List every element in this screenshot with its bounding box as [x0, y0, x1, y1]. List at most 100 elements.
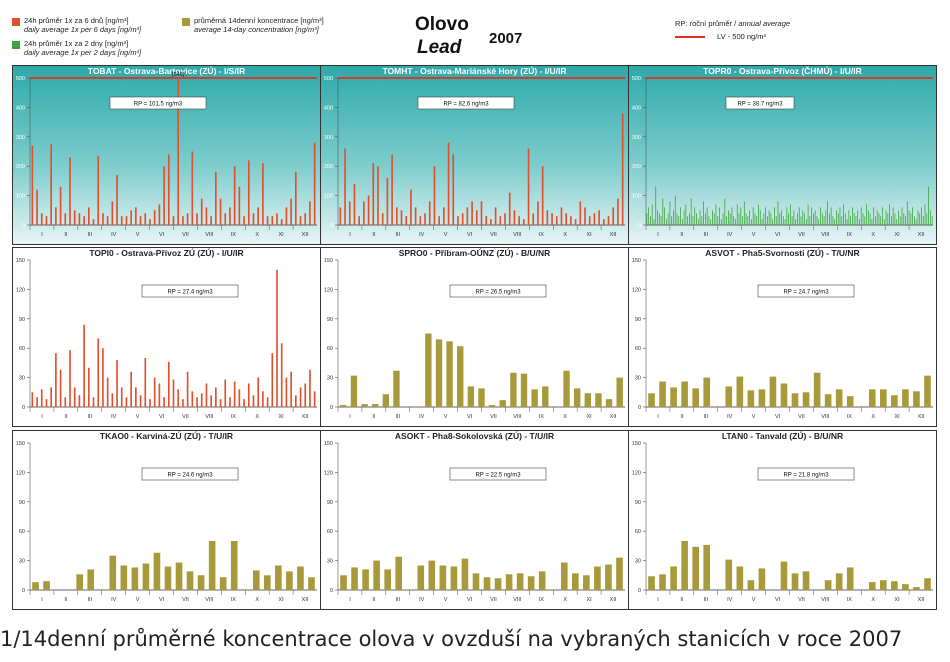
data-bar [836, 210, 837, 225]
y-tick-label: 30 [635, 559, 641, 565]
month-label: IV [419, 414, 425, 420]
data-bar [523, 219, 525, 225]
legend-lv: LV - 500 ng/m³ [717, 32, 767, 41]
data-bar [763, 213, 765, 225]
data-bar [32, 582, 39, 590]
chart-title: TKAO0 - Karviná-ZÚ (ZÚ) - T/U/IR [100, 430, 233, 441]
data-bar [795, 219, 797, 225]
y-tick-label: 0 [638, 405, 641, 411]
month-label: X [563, 597, 567, 603]
data-bar [603, 219, 605, 225]
y-tick-label: 90 [327, 317, 333, 323]
month-label: XII [302, 232, 309, 238]
data-bar [658, 213, 660, 225]
data-bar [191, 151, 194, 225]
data-bar [36, 189, 38, 225]
data-bar [461, 558, 469, 590]
data-bar [224, 379, 227, 407]
y-tick-label: 120 [324, 470, 333, 476]
month-label: V [136, 232, 140, 238]
chart-title: ASOKT - Pha8-Sokolovská (ZÚ) - T/U/IR [395, 430, 554, 441]
data-bar [802, 392, 810, 407]
data-bar [816, 216, 818, 225]
data-bar [855, 216, 857, 225]
data-bar [731, 207, 733, 225]
data-bar [651, 204, 653, 225]
data-bar [717, 216, 719, 225]
data-bar [751, 219, 752, 225]
data-bar [83, 216, 85, 225]
month-label: VIII [821, 597, 830, 603]
data-bar [64, 213, 67, 225]
chart-title: TOPI0 - Ostrava-Přívoz ZÚ (ZÚ) - I/U/IR [89, 247, 243, 258]
chart-panel-2: TOMHT - Ostrava-Mariánské Hory (ZÚ) - I/… [320, 65, 629, 245]
data-bar [617, 198, 619, 225]
data-bar [902, 389, 909, 407]
data-bar [362, 569, 369, 590]
month-label: XI [279, 414, 285, 420]
data-bar [681, 219, 683, 225]
data-bar [339, 207, 342, 225]
data-bar [880, 580, 887, 590]
legend-daily2-swatch [12, 41, 20, 49]
data-bar [210, 395, 212, 407]
data-bar [196, 397, 198, 407]
data-bar [646, 213, 648, 225]
y-tick-label: 120 [16, 287, 25, 293]
data-bar [671, 216, 673, 225]
data-bar [262, 163, 264, 225]
month-label: I [41, 232, 43, 238]
month-label: VI [775, 597, 781, 603]
data-bar [876, 210, 878, 225]
data-bar [414, 207, 417, 225]
data-bar [276, 269, 278, 407]
data-bar [275, 565, 282, 590]
data-bar [720, 219, 722, 225]
data-bar [924, 578, 931, 590]
data-bar [747, 580, 755, 590]
data-bar [905, 216, 906, 225]
legend-limit-line [675, 36, 705, 38]
month-label: I [349, 597, 351, 603]
data-bar [520, 373, 528, 407]
month-label: V [136, 414, 140, 420]
y-tick-label: 0 [22, 223, 25, 229]
data-bar [793, 210, 795, 225]
data-bar [381, 213, 384, 225]
y-tick-label: 100 [324, 194, 333, 200]
data-bar [215, 172, 217, 225]
data-bar [186, 571, 194, 590]
month-label: VII [182, 597, 189, 603]
data-bar [230, 541, 238, 590]
data-bar [715, 204, 717, 225]
data-bar [471, 201, 473, 225]
data-bar [175, 562, 183, 590]
y-tick-label: 150 [324, 441, 333, 447]
month-label: I [349, 232, 351, 238]
data-bar [807, 204, 809, 225]
data-bar [689, 213, 690, 225]
month-label: II [372, 414, 376, 420]
data-bar [276, 213, 278, 225]
y-tick-label: 90 [19, 500, 25, 506]
y-tick-label: 90 [635, 317, 641, 323]
data-bar [882, 207, 883, 225]
data-bar [659, 381, 666, 407]
figure-caption: 1/14denní průměrné koncentrace olova v o… [0, 627, 903, 651]
data-bar [78, 213, 81, 225]
data-bar [285, 377, 288, 407]
data-bar [665, 219, 667, 225]
chart-title: TOMHT - Ostrava-Mariánské Hory (ZÚ) - I/… [382, 65, 566, 76]
data-bar [648, 576, 655, 590]
data-bar [243, 216, 245, 225]
rp-box [141, 284, 239, 298]
data-bar [910, 213, 912, 225]
data-bar [694, 207, 696, 225]
data-bar [76, 574, 83, 590]
month-label: VII [182, 232, 189, 238]
panel-background [13, 66, 320, 244]
month-label: VI [467, 597, 473, 603]
data-bar [781, 210, 782, 225]
month-label: II [64, 232, 68, 238]
title-cz: Olovo [415, 14, 469, 35]
